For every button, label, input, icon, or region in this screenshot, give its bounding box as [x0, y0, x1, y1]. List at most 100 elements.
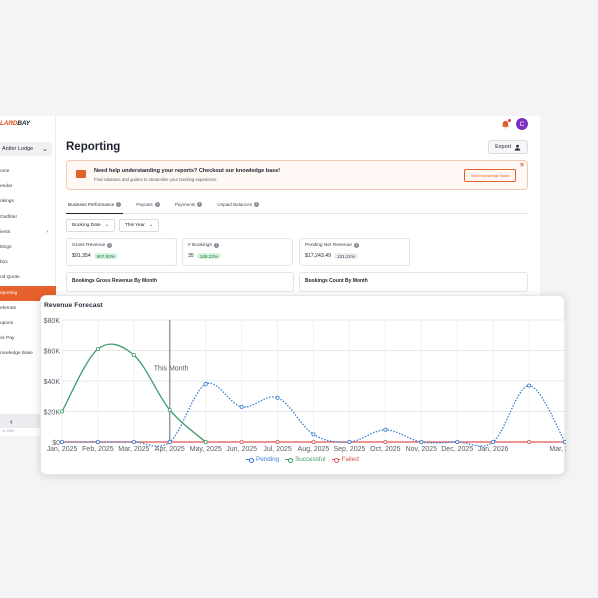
legend-marker [285, 458, 294, 463]
data-point-failed [311, 439, 316, 444]
x-tick-label: Jul, 2025 [263, 446, 292, 453]
sidebar-item-6[interactable]: box [0, 255, 56, 270]
x-tick-label: Dec, 2025 [441, 446, 473, 453]
chevron-right-icon: › [46, 229, 48, 236]
kpi-label-text: Pending Net Revenue [305, 243, 352, 248]
topbar-actions: C [501, 118, 528, 130]
user-icon [514, 144, 521, 151]
x-tick-label: Mar, 2025 [118, 446, 149, 453]
sidebar-item-label: ttings [0, 245, 12, 251]
data-point-pending [95, 439, 100, 444]
data-point-pending [563, 440, 566, 444]
help-banner: Need help understanding your reports? Ch… [66, 160, 528, 190]
tab-label: Unpaid Balances [217, 202, 252, 207]
data-point-pending [131, 439, 136, 444]
avatar[interactable]: C [516, 118, 528, 130]
page-title: Reporting [66, 141, 121, 153]
close-icon[interactable]: × [519, 162, 524, 169]
tab-label: Payouts [136, 202, 153, 207]
data-point-pending [167, 439, 172, 444]
kpi-label-text: # Bookings [188, 243, 212, 248]
x-tick-label: Jan, 2026 [478, 446, 509, 453]
sidebar-item-11[interactable]: ck Pay [0, 331, 56, 346]
brand-logo[interactable]: LARDBAY [0, 120, 30, 127]
help-banner-subtitle: Find solutions and guides to streamline … [94, 176, 217, 182]
data-point-pending [419, 439, 424, 444]
tab-0[interactable]: Business Performance i [66, 201, 124, 214]
x-tick-label: Apr, 2025 [155, 446, 185, 453]
sidebar-item-12[interactable]: nowledge Base [0, 346, 56, 361]
sidebar-item-3[interactable]: Outfitter [0, 210, 56, 225]
workspace-selector[interactable]: Antler Lodge ⌄ [0, 142, 52, 156]
info-icon: i [154, 202, 160, 207]
sidebar-item-label: eferrals [0, 305, 16, 311]
sidebar-item-0[interactable]: ome [0, 164, 56, 179]
data-point-failed [383, 439, 388, 444]
tab-2[interactable]: Payments i [173, 201, 204, 214]
legend-label: Failed [341, 456, 359, 463]
kpi-value: 35 169.23% [188, 253, 221, 259]
x-tick-label: Sep, 2025 [333, 446, 365, 453]
this-month-label: This Month [154, 365, 189, 372]
sidebar-item-9[interactable]: eferrals [0, 301, 56, 316]
sidebar-item-2[interactable]: okings [0, 194, 56, 209]
export-button[interactable]: Export [488, 140, 528, 154]
revenue-forecast-card: Revenue Forecast $0 $20K $40K $60K $80K Jan, … [40, 295, 566, 475]
tab-label: Business Performance [68, 202, 115, 207]
data-point-successful [167, 407, 172, 412]
data-point-pending [311, 432, 316, 437]
tab-1[interactable]: Payouts i [134, 201, 162, 214]
x-tick-label: Oct, 2025 [370, 446, 400, 453]
kpi-label: Gross Revenue i [72, 243, 113, 248]
kpi-label: Pending Net Revenue i [305, 243, 359, 248]
info-icon: i [197, 202, 203, 207]
info-icon: i [213, 243, 219, 248]
sidebar-item-4[interactable]: ients › [0, 225, 56, 240]
data-point-pending [239, 404, 244, 409]
legend-item-pending[interactable]: Pending [246, 456, 279, 463]
legend-item-successful[interactable]: Successful [285, 456, 326, 463]
data-point-pending [203, 382, 208, 387]
sidebar-item-label: ome [0, 169, 10, 175]
legend-label: Pending [256, 456, 280, 463]
data-point-failed [275, 439, 280, 444]
x-tick-label: May, 2025 [190, 446, 222, 453]
info-icon: i [353, 243, 359, 248]
chevron-left-icon: ‹ [10, 416, 13, 426]
book-icon [76, 170, 86, 178]
kpi-change-badge: 131.21% [333, 253, 359, 259]
export-label: Export [495, 144, 511, 150]
legend-label: Successful [295, 456, 326, 463]
sidebar-item-5[interactable]: ttings [0, 240, 56, 255]
sidebar-item-1[interactable]: endar [0, 179, 56, 194]
date-type-select[interactable]: Booking Date ⌄ [66, 219, 115, 232]
sidebar-item-7[interactable]: nd Quote [0, 270, 56, 285]
data-point-failed [527, 439, 532, 444]
visit-knowledge-base-button[interactable]: Visit Knowledge Base [464, 169, 516, 182]
tab-3[interactable]: Unpaid Balances i [215, 201, 261, 214]
sidebar-item-label: nowledge Base [0, 351, 33, 357]
x-tick-label: Feb, 2025 [82, 446, 114, 453]
sidebar-item-label: upons [0, 320, 14, 326]
sidebar-item-10[interactable]: upons [0, 316, 56, 331]
y-tick-label: $40K [44, 379, 61, 386]
tab-label: Payments [174, 202, 196, 207]
kpi-value-text: $17,243.49 [305, 253, 331, 259]
help-banner-title: Need help understanding your reports? Ch… [94, 168, 281, 174]
y-tick-label: $80K [44, 318, 61, 325]
y-tick-label: $60K [44, 349, 61, 356]
sidebar-item-label: endar [0, 184, 13, 190]
chevron-down-icon: ⌄ [148, 223, 153, 228]
sidebar-item-label: okings [0, 199, 14, 205]
info-icon: i [116, 202, 122, 207]
data-point-successful [131, 353, 136, 358]
data-point-successful [95, 346, 100, 351]
sidebar-item-label: ck Pay [0, 336, 15, 342]
workspace-name: Antler Lodge [2, 146, 34, 152]
app-version: v1.2622 [2, 429, 15, 433]
bell-icon[interactable] [501, 118, 511, 129]
date-range-select[interactable]: This Year ⌄ [118, 219, 159, 232]
legend-item-failed[interactable]: Failed [331, 456, 359, 463]
kpi-card: Pending Net Revenue i $17,243.49 131.21% [299, 238, 410, 266]
data-point-successful [203, 439, 208, 444]
